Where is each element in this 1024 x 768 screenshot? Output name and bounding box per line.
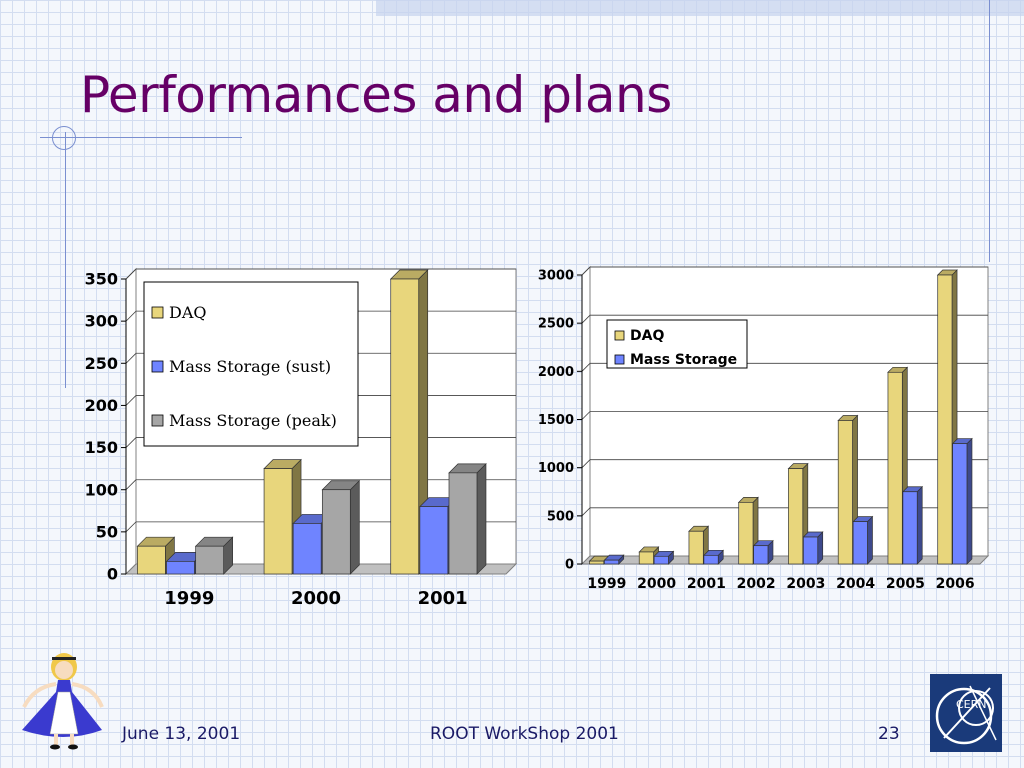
legend-swatch-mass-storage (614, 354, 625, 365)
legend-swatch-mass-storage-sust (151, 360, 164, 373)
slide-title: Performances and plans (80, 66, 672, 124)
bar-daq-2001 (390, 278, 420, 575)
bar-daq-2004 (837, 420, 853, 565)
gridline-side (125, 353, 137, 364)
x-category-label: 2001 (687, 576, 726, 592)
bar-mass-storage-2004 (852, 521, 868, 565)
footer-page-number: 23 (878, 724, 900, 744)
alice-illustration (22, 653, 104, 750)
y-tick-label: 350 (85, 270, 118, 289)
y-tick-label: 150 (85, 438, 118, 457)
bar-daq-1999 (137, 545, 166, 575)
bar-mass-storage-peak-1999 (195, 545, 224, 575)
footer-date: June 13, 2001 (122, 724, 241, 744)
chart-performances-2001: 0 50 100 150 200 250 300 350 1999 2000 2001 DAQ Mass… (85, 267, 518, 609)
bar-mass-storage-2006-side (966, 437, 973, 565)
bar-daq-2002 (738, 501, 754, 565)
legend-swatch-daq (614, 330, 625, 341)
y-tick-label: 1000 (538, 461, 574, 476)
x-category-label: 2003 (786, 576, 825, 592)
chart-side-wall (125, 267, 137, 576)
x-category-label: 2005 (886, 576, 925, 592)
bar-mass-storage-2004-side (867, 515, 873, 565)
bar-mass-storage-peak-2000 (321, 489, 351, 575)
bar-mass-storage-sust-2000 (292, 523, 322, 575)
x-category-label: 2002 (737, 576, 776, 592)
gridline-side (125, 268, 137, 280)
y-tick-label: 2000 (538, 365, 574, 380)
bar-mass-storage-2006 (952, 443, 968, 565)
decor-left-line (65, 132, 66, 388)
x-category-label: 2001 (418, 588, 468, 609)
decor-circle (52, 126, 76, 150)
cern-logo-text: CERN (956, 698, 987, 711)
x-category-label: 2004 (836, 576, 875, 592)
y-tick-label: 50 (96, 522, 118, 541)
decor-right-line (989, 0, 990, 262)
x-category-label: 1999 (164, 588, 214, 609)
y-tick-label: 0 (107, 565, 118, 584)
footer-event: ROOT WorkShop 2001 (430, 724, 619, 744)
y-tick-label: 1500 (538, 413, 574, 428)
gridline-side (581, 314, 591, 324)
legend-label-mass-storage-sust: Mass Storage (sust) (169, 357, 331, 376)
gridline-side (581, 363, 591, 372)
bar-mass-storage-2005-side (916, 485, 923, 565)
bar-daq-2000 (263, 468, 293, 575)
legend-label-daq: DAQ (169, 303, 207, 322)
legend-label-mass-storage-peak: Mass Storage (peak) (169, 411, 337, 430)
decor-top-band (376, 0, 1024, 16)
y-tick-label: 0 (565, 558, 574, 573)
gridline-side (581, 411, 591, 420)
y-tick-label: 200 (85, 396, 118, 415)
y-tick-label: 500 (547, 509, 574, 524)
bar-daq-2001 (688, 530, 704, 565)
bar-mass-storage-sust-1999 (166, 561, 195, 575)
bar-mass-storage-2001 (703, 554, 719, 565)
chart-plans-2006: 0 500 1000 1500 2000 2500 3000 1999 2000 2001 2002… (538, 265, 990, 592)
bar-daq-2006 (937, 274, 953, 565)
gridline-side (125, 437, 137, 448)
bar-mass-storage-peak-2000-side (349, 479, 360, 575)
gridline-side (125, 395, 137, 406)
gridline-side (581, 459, 591, 468)
y-tick-label: 300 (85, 312, 118, 331)
decor-title-underline (40, 137, 242, 138)
cern-logo: CERN (930, 674, 1002, 752)
x-category-label: 1999 (587, 576, 626, 592)
legend-swatch-daq (151, 306, 164, 319)
y-tick-label: 2500 (538, 317, 574, 332)
x-category-label: 2000 (291, 588, 341, 609)
chart-legend (606, 319, 748, 369)
gridline-side (581, 507, 591, 517)
legend-swatch-mass-storage-peak (151, 414, 164, 427)
gridline-side (125, 310, 137, 322)
bar-mass-storage-2000 (653, 555, 669, 565)
bar-mass-storage-sust-2001 (419, 506, 449, 575)
y-tick-label: 100 (85, 480, 118, 499)
y-tick-label: 3000 (538, 269, 574, 284)
bar-daq-2003 (788, 468, 804, 565)
bar-daq-2000 (638, 551, 654, 565)
bar-mass-storage-2002 (753, 545, 769, 565)
gridline-side (125, 479, 137, 490)
x-category-label: 2006 (936, 576, 975, 592)
bar-daq-1999 (589, 560, 605, 565)
bar-mass-storage-2003-side (817, 531, 824, 565)
bar-mass-storage-peak-2001 (448, 472, 478, 575)
bar-mass-storage-2005 (902, 491, 918, 565)
legend-label-daq: DAQ (630, 328, 664, 344)
chart-legend (143, 281, 359, 447)
gridline-side (125, 521, 137, 533)
bar-mass-storage-1999 (604, 559, 620, 565)
y-tick-label: 250 (85, 354, 118, 373)
legend-label-mass-storage: Mass Storage (630, 352, 737, 368)
bar-mass-storage-2003 (803, 536, 819, 565)
bar-daq-2005 (887, 371, 903, 565)
x-category-label: 2000 (637, 576, 676, 592)
bar-mass-storage-peak-2001-side (476, 463, 487, 575)
gridline-side (581, 266, 591, 276)
